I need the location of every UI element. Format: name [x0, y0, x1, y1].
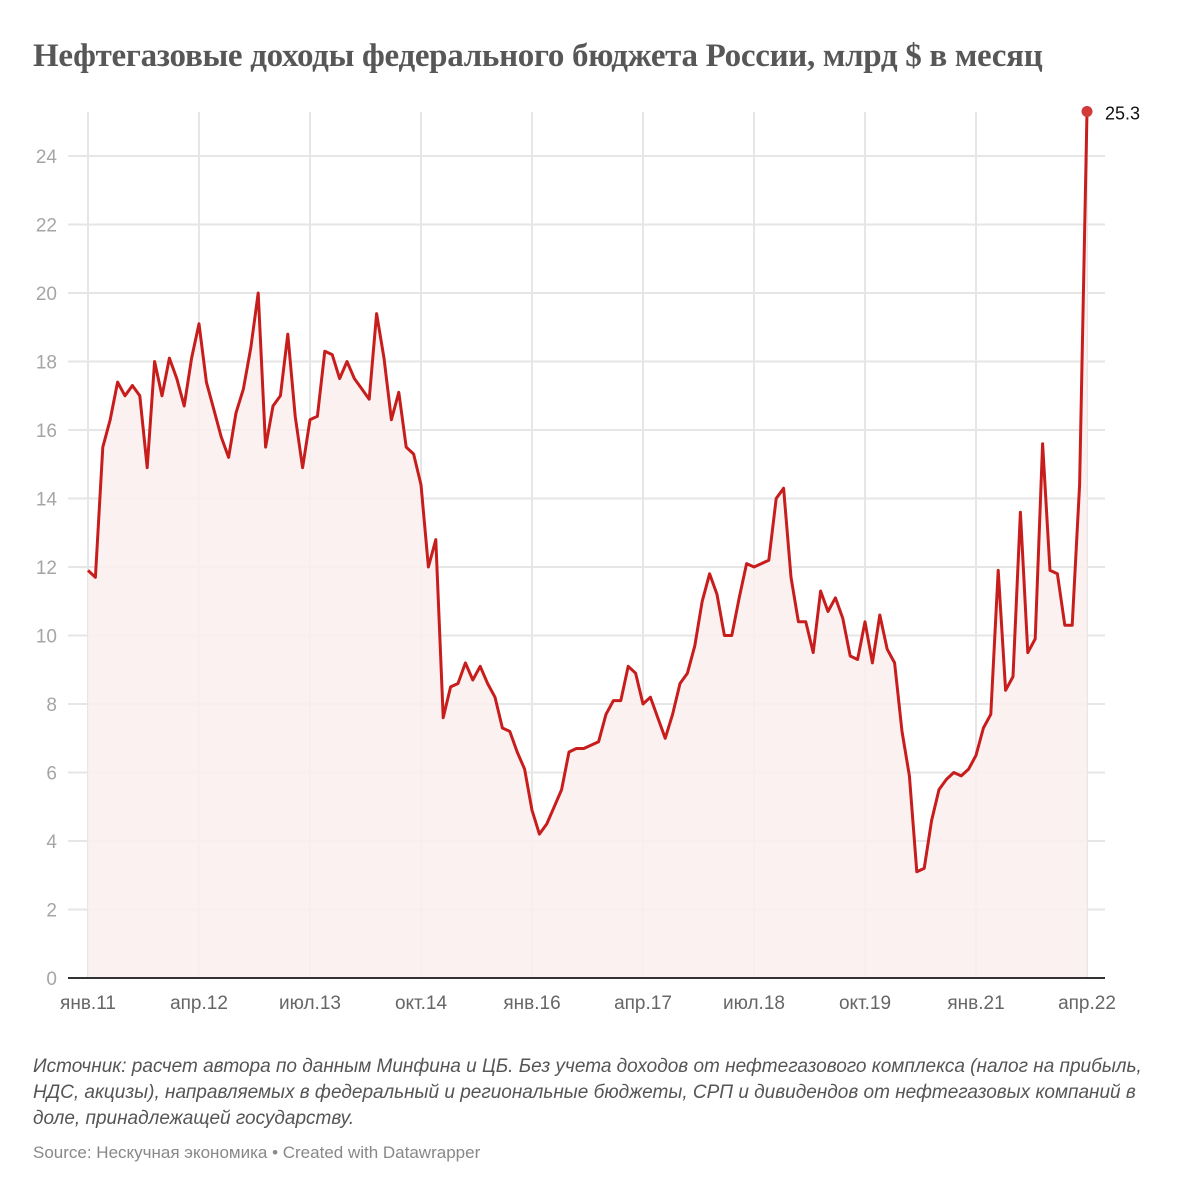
y-tick-label: 10 [36, 627, 57, 648]
x-tick-label: апр.22 [1058, 993, 1116, 1014]
data-line [86, 111, 1089, 874]
end-point-marker [1081, 105, 1093, 117]
y-tick-label: 0 [46, 969, 57, 990]
chart-title: Нефтегазовые доходы федерального бюджета… [33, 38, 1043, 74]
y-tick-label: 16 [36, 421, 57, 442]
area-fill [88, 111, 1087, 978]
x-tick-label: янв.16 [503, 993, 560, 1014]
y-tick-label: 6 [46, 764, 57, 785]
x-tick-label: апр.17 [614, 993, 672, 1014]
y-tick-label: 2 [46, 901, 57, 922]
y-tick-label: 14 [36, 490, 58, 511]
x-tick-label: окт.14 [395, 993, 448, 1014]
y-tick-label: 8 [46, 695, 57, 716]
y-tick-label: 24 [36, 147, 58, 168]
y-tick-label: 22 [36, 216, 57, 237]
chart-notes: Источник: расчет автора по данным Минфин… [33, 1056, 1142, 1129]
x-tick-label: окт.19 [839, 993, 891, 1014]
x-tick-label: июл.18 [723, 993, 785, 1014]
y-tick-label: 4 [46, 832, 57, 853]
end-value-label: 25.3 [1105, 103, 1140, 123]
y-tick-label: 18 [36, 353, 57, 374]
x-axis-ticks: янв.11 апр.12 июл.13 окт.14 янв.16 апр.17 июл.… [60, 993, 1116, 1014]
y-tick-label: 12 [36, 558, 57, 579]
x-tick-label: апр.12 [170, 993, 228, 1014]
y-tick-label: 20 [36, 284, 57, 305]
chart-source: Source: Нескучная экономика • Created wi… [33, 1143, 481, 1162]
x-tick-label: июл.13 [279, 993, 341, 1014]
x-tick-label: янв.21 [947, 993, 1004, 1014]
x-tick-label: янв.11 [60, 993, 116, 1014]
